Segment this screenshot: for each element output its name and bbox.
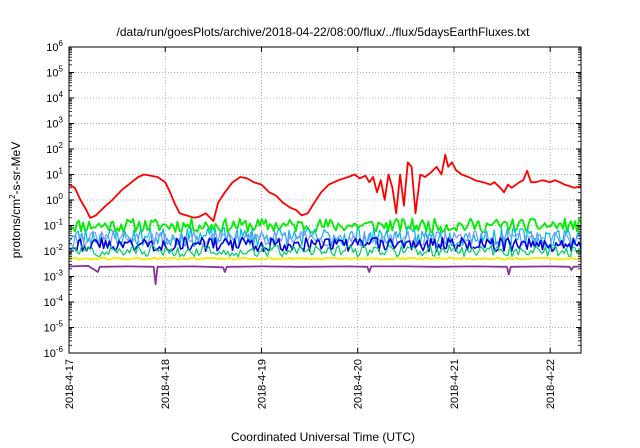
y-tick-label: 10-6 bbox=[44, 345, 64, 360]
x-tick-label: 2018-4-17 bbox=[64, 359, 76, 409]
x-axis-label: Coordinated Universal Time (UTC) bbox=[231, 430, 415, 444]
series-line bbox=[68, 256, 582, 261]
y-tick-label: 101 bbox=[46, 167, 63, 182]
y-tick-label: 10-2 bbox=[44, 243, 64, 258]
y-tick-label: 10-1 bbox=[44, 218, 64, 233]
y-tick-labels: 10-6 10-5 10-4 10-3 10-2 10-1 100 101 102 103 104 1… bbox=[44, 39, 581, 360]
y-axis-label: protons/cm2-s-sr-MeV bbox=[8, 142, 23, 258]
x-tick-label: 2018-4-20 bbox=[353, 359, 365, 409]
x-tick-label: 2018-4-18 bbox=[160, 359, 172, 409]
y-tick-label: 10-5 bbox=[44, 320, 64, 335]
series-line bbox=[68, 227, 582, 248]
y-tick-label: 103 bbox=[46, 116, 63, 131]
series-line bbox=[68, 244, 582, 258]
series-line bbox=[68, 230, 582, 247]
series-line bbox=[68, 217, 582, 234]
x-tick-label: 2018-4-21 bbox=[449, 359, 461, 409]
y-axis-label-base: protons/cm bbox=[9, 199, 23, 258]
y-tick-label: 10-4 bbox=[44, 294, 64, 309]
series-line bbox=[68, 153, 582, 222]
y-tick-label: 10-3 bbox=[44, 269, 64, 284]
y-axis-label-sup: 2 bbox=[8, 194, 17, 199]
y-tick-label: 100 bbox=[46, 192, 63, 207]
x-tick-label: 2018-4-19 bbox=[256, 359, 268, 409]
grid bbox=[69, 47, 581, 353]
y-axis-label-rest: -s-sr-MeV bbox=[9, 142, 23, 195]
x-tick-label: 2018-4-22 bbox=[545, 359, 557, 409]
x-tick-labels: 2018-4-17 2018-4-18 2018-4-19 2018-4-20 2018… bbox=[64, 47, 557, 409]
series-line bbox=[68, 265, 582, 286]
series-line bbox=[68, 236, 582, 253]
chart-title: /data/run/goesPlots/archive/2018-04-22/0… bbox=[117, 25, 531, 39]
y-tick-label: 105 bbox=[46, 65, 63, 80]
y-tick-label: 102 bbox=[46, 141, 63, 156]
y-tick-label: 104 bbox=[46, 90, 63, 105]
y-tick-label: 106 bbox=[46, 39, 63, 54]
series-group bbox=[68, 153, 582, 286]
